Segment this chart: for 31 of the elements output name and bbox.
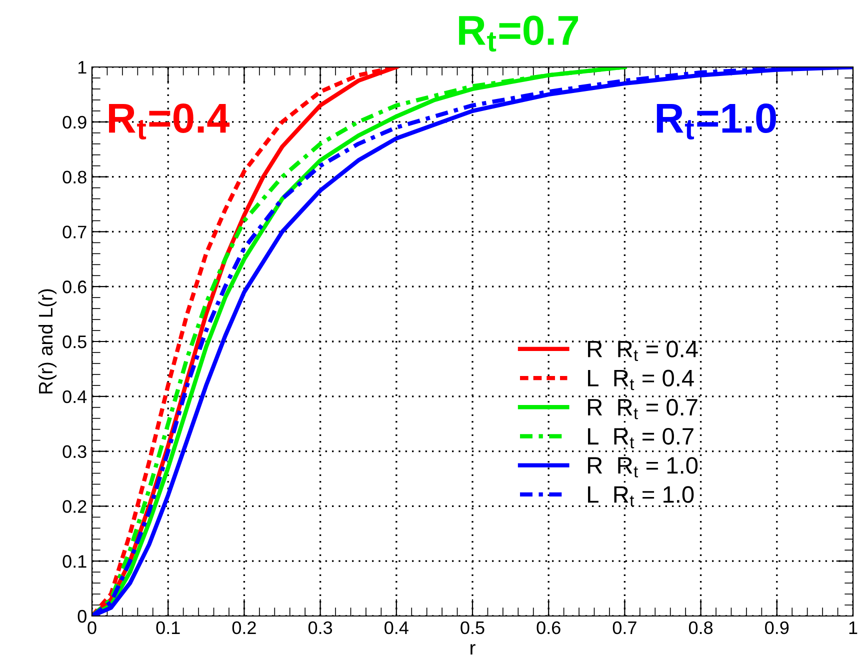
y-tick-label: 0.2: [62, 500, 86, 513]
annotation: R$_{t}$=0.4: [109, 104, 230, 140]
y-tick-label: 0.6: [62, 280, 86, 294]
x-tick-label: 0: [88, 621, 96, 634]
y-tick-label: 0.9: [62, 116, 86, 129]
y-tick-label: 0.3: [62, 445, 86, 458]
x-tick-label: 0.9: [765, 621, 789, 634]
legend-label: R R$_{t}$ = 0.7: [588, 398, 698, 420]
y-tick-label: 0.5: [62, 335, 86, 348]
y-tick-label: 0.1: [62, 555, 86, 568]
legend-label: L R$_{t}$ = 0.7: [588, 428, 694, 448]
x-tick-label: 1: [849, 622, 858, 634]
x-tick-label: 0.7: [612, 621, 636, 634]
legend-label: L R$_{t}$ = 0.4: [588, 370, 694, 390]
x-axis-title: r: [470, 644, 476, 655]
y-tick-label: 0.4: [62, 390, 87, 404]
legend-label: R R$_{t}$ = 1.0: [588, 457, 698, 478]
x-tick-label: 0.8: [688, 621, 713, 634]
y-tick-label: 1: [78, 61, 86, 74]
y-tick-label: 0: [78, 610, 86, 623]
x-tick-label: 0.5: [460, 621, 484, 634]
x-tick-label: 0.6: [536, 621, 560, 634]
annotation: R$_{t}$=1.0: [656, 104, 776, 140]
x-tick-label: 0.1: [156, 621, 180, 634]
text: R$_{t}$=0.7: [459, 16, 578, 52]
y-tick-label: 0.7: [62, 226, 86, 238]
x-tick-label: 0.3: [308, 621, 332, 634]
y-axis-title: R(r) and L(r): [38, 289, 56, 394]
x-tick-label: 0.2: [232, 621, 256, 634]
x-tick-label: 0.4: [384, 621, 408, 634]
y-tick-label: 0.8: [62, 170, 86, 184]
